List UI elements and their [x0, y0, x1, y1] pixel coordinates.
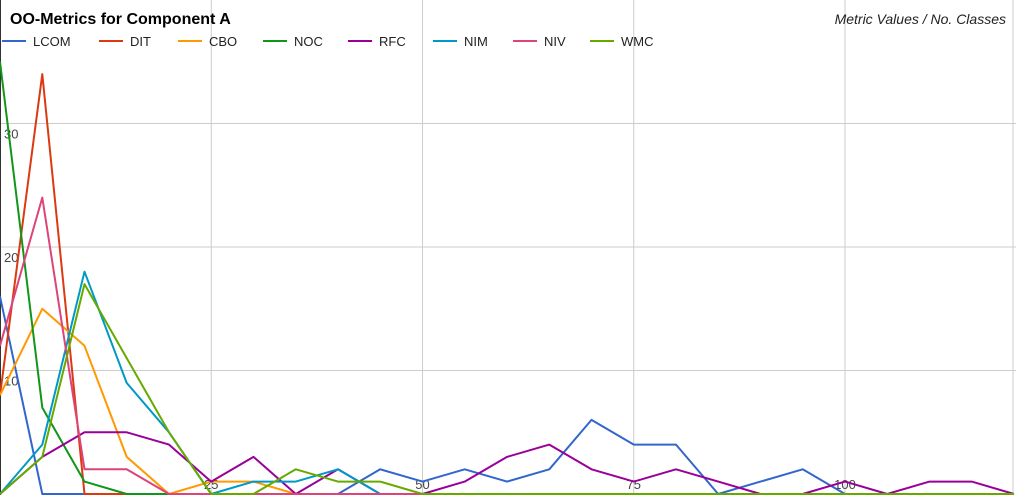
legend-item-dit[interactable]: DIT — [99, 34, 151, 49]
legend-label: NIM — [464, 34, 488, 49]
y-tick-label: 20 — [4, 250, 18, 265]
legend-label: RFC — [379, 34, 406, 49]
legend-label: WMC — [621, 34, 654, 49]
series-line-niv[interactable] — [0, 196, 1014, 495]
series-lines — [0, 61, 1015, 495]
legend-item-lcom[interactable]: LCOM — [2, 34, 71, 49]
legend-label: NOC — [294, 34, 323, 49]
chart-title: OO-Metrics for Component A — [10, 11, 231, 28]
legend-item-rfc[interactable]: RFC — [348, 34, 406, 49]
legend-item-nim[interactable]: NIM — [433, 34, 488, 49]
legend-item-wmc[interactable]: WMC — [590, 34, 654, 49]
series-line-nim[interactable] — [0, 270, 1014, 495]
chart-subtitle: Metric Values / No. Classes — [835, 11, 1006, 27]
series-line-rfc[interactable] — [0, 431, 1015, 495]
series-line-dit[interactable] — [0, 73, 1014, 495]
x-tick-label: 100 — [834, 477, 856, 492]
y-tick-label: 10 — [4, 374, 18, 389]
legend-item-cbo[interactable]: CBO — [178, 34, 237, 49]
y-tick-label: 30 — [4, 127, 18, 142]
legend-label: DIT — [130, 34, 151, 49]
legend-label: LCOM — [33, 34, 71, 49]
legend-item-noc[interactable]: NOC — [263, 34, 323, 49]
series-line-wmc[interactable] — [0, 283, 1014, 495]
legend-label: CBO — [209, 34, 237, 49]
series-line-noc[interactable] — [0, 61, 1014, 495]
legend-item-niv[interactable]: NIV — [513, 34, 566, 49]
legend[interactable]: LCOM DIT CBO NOC RFC NIM NIV WMC — [2, 34, 654, 49]
legend-label: NIV — [544, 34, 566, 49]
series-line-lcom[interactable] — [0, 296, 1014, 495]
